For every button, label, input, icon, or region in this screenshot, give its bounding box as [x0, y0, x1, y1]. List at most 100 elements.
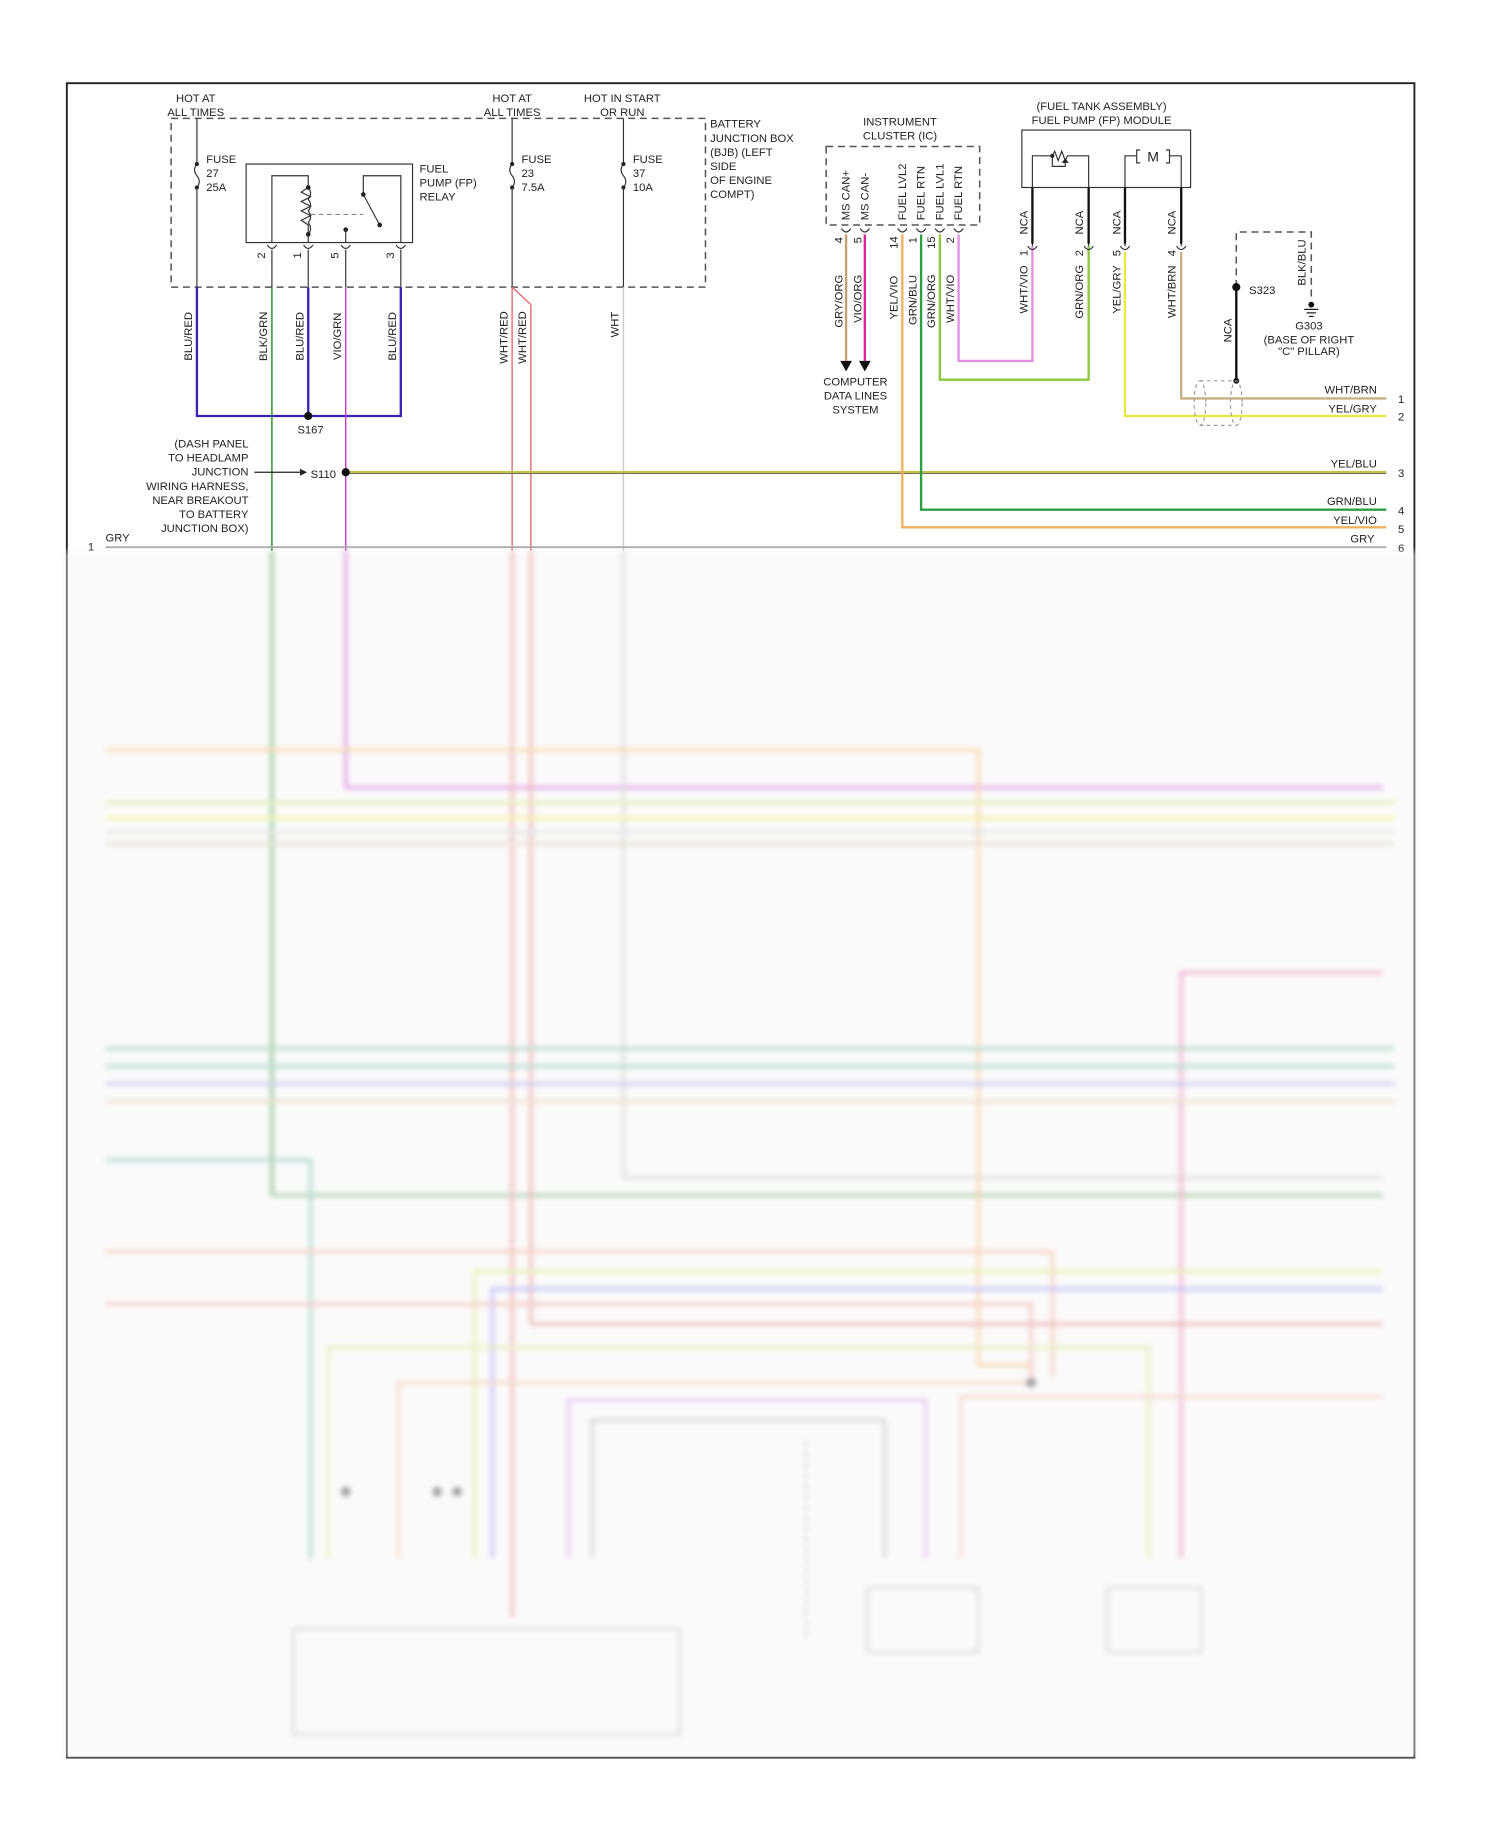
power-labels: HOT AT ALL TIMES HOT AT ALL TIMES HOT IN…: [167, 93, 660, 119]
obscured-lower-diagram: [63, 550, 1418, 1758]
module-wires: WHT/VIO GRN/ORG YEL/GRY WHT/BRN: [1019, 251, 1387, 418]
svg-text:MS CAN-: MS CAN-: [859, 173, 871, 221]
bjb-label-line: SIDE: [710, 161, 737, 173]
motor-icon: M: [1147, 149, 1159, 165]
left-wire-labels: BLU/RED BLK/GRN BLU/RED VIO/GRN BLU/RED …: [183, 311, 622, 363]
wire-label: BLK/BLU: [1296, 239, 1308, 285]
svg-text:NEAR BREAKOUT: NEAR BREAKOUT: [152, 495, 248, 507]
fuse-27: FUSE 27 25A: [193, 118, 237, 288]
wire-label: GRY/ORG: [834, 275, 846, 328]
splice-label: S110: [311, 469, 336, 481]
cluster-wires: GRY/ORG VIO/ORG YEL/VIO GRN/BLU GRN/ORG …: [823, 234, 1387, 529]
fuse-label: 25A: [206, 182, 226, 194]
connector-pin: 4: [1398, 505, 1404, 517]
wire-label: WHT/BRN: [1324, 385, 1376, 397]
relay-pin-number: 5: [330, 252, 342, 258]
svg-text:TO BATTERY: TO BATTERY: [179, 509, 249, 521]
relay-pin-number: 2: [256, 252, 268, 258]
fuel-pump-module: (FUEL TANK ASSEMBLY) FUEL PUMP (FP) MODU…: [1019, 101, 1192, 256]
hot-label: ALL TIMES: [167, 107, 224, 119]
svg-text:5: 5: [1111, 250, 1123, 256]
bjb-label: BATTERY JUNCTION BOX (BJB) (LEFT SIDE OF…: [710, 119, 794, 201]
svg-text:14: 14: [889, 236, 901, 249]
ground-g303: S323 BLK/BLU G303 (BASE OF RIGHT "C" PIL…: [1193, 231, 1355, 426]
data-lines-label: SYSTEM: [832, 405, 878, 417]
svg-text:NCA: NCA: [1223, 318, 1235, 342]
wire-label: WHT/RED: [498, 311, 510, 363]
svg-text:FUEL LVL1: FUEL LVL1: [934, 163, 946, 220]
relay-label: PUMP (FP): [420, 177, 477, 189]
svg-text:NCA: NCA: [1166, 210, 1178, 234]
connector-pin: 1: [88, 542, 94, 554]
wire-label: GRN/BLU: [907, 275, 919, 325]
svg-text:FUEL RTN: FUEL RTN: [916, 166, 928, 220]
splice-label: S167: [297, 425, 323, 437]
fuel-level-sender-icon: [1051, 149, 1070, 163]
wire-label: WHT: [610, 312, 622, 338]
s110-note: (DASH PANEL TO HEADLAMP JUNCTION WIRING …: [146, 439, 249, 535]
fuse-label: FUSE: [206, 154, 236, 166]
wire-label: YEL/BLU: [1331, 459, 1377, 471]
svg-text:JUNCTION: JUNCTION: [192, 467, 249, 479]
svg-text:1: 1: [1019, 250, 1031, 256]
wire-label: YEL/GRY: [1328, 403, 1377, 415]
wire-label: YEL/VIO: [1333, 515, 1377, 527]
splice-s110: [341, 468, 350, 477]
wire-label: BLU/RED: [387, 312, 399, 361]
svg-text:JUNCTION BOX): JUNCTION BOX): [161, 523, 249, 535]
bjb-label-line: BATTERY: [710, 119, 761, 131]
wire-label: WHT/RED: [517, 311, 529, 363]
bjb-label-line: JUNCTION BOX: [710, 133, 794, 145]
wire-label: VIO/ORG: [852, 275, 864, 323]
ground-icon: [1304, 301, 1319, 317]
svg-text:NCA: NCA: [1019, 210, 1031, 234]
fuse-label: FUSE: [633, 154, 663, 166]
wire-label: YEL/VIO: [889, 276, 901, 320]
svg-text:4: 4: [1166, 250, 1178, 256]
instrument-cluster: INSTRUMENT CLUSTER (IC) MS CAN+ MS CAN- …: [825, 116, 981, 249]
shield-icon: [1193, 380, 1243, 426]
svg-text:FUEL RTN: FUEL RTN: [953, 166, 965, 220]
bjb-label-line: COMPT): [710, 189, 755, 201]
fuse-37: FUSE 37 10A: [620, 118, 663, 288]
svg-text:"C" PILLAR): "C" PILLAR): [1278, 346, 1340, 358]
fuse-label: FUSE: [522, 154, 552, 166]
bjb-label-line: (BJB) (LEFT: [710, 147, 773, 159]
relay-pin-number: 3: [385, 252, 397, 258]
wire-label: YEL/GRY: [1111, 265, 1123, 314]
hot-label: OR RUN: [600, 107, 644, 119]
svg-text:(FUEL TANK ASSEMBLY): (FUEL TANK ASSEMBLY): [1037, 101, 1167, 113]
diagram-frame: [65, 82, 1416, 1759]
wire-label: GRY: [1350, 534, 1375, 546]
svg-text:WIRING HARNESS,: WIRING HARNESS,: [146, 481, 248, 493]
fuse-label: 10A: [633, 182, 653, 194]
svg-text:15: 15: [926, 236, 938, 249]
wire-label: WHT/VIO: [1019, 265, 1031, 313]
connector-pin: 5: [1398, 524, 1404, 536]
wire-label: GRY: [106, 532, 131, 544]
svg-text:(BASE OF RIGHT: (BASE OF RIGHT: [1264, 334, 1355, 346]
svg-text:4: 4: [834, 237, 846, 243]
svg-text:(DASH PANEL: (DASH PANEL: [174, 439, 248, 451]
svg-text:NCA: NCA: [1111, 210, 1123, 234]
connector-pin: 3: [1398, 468, 1404, 480]
svg-text:INSTRUMENT: INSTRUMENT: [863, 116, 937, 128]
hot-label: HOT AT: [176, 93, 216, 105]
wire-label: WHT/BRN: [1166, 266, 1178, 318]
wire-label: BLU/RED: [295, 312, 307, 361]
data-lines-label: DATA LINES: [824, 391, 887, 403]
fuse-label: 7.5A: [522, 182, 546, 194]
fuel-pump-relay: FUEL PUMP (FP) RELAY 2 1 5 3: [245, 163, 477, 259]
svg-text:TO HEADLAMP: TO HEADLAMP: [168, 453, 248, 465]
wire-label: GRN/ORG: [1074, 265, 1086, 319]
bjb-label-line: OF ENGINE: [710, 175, 772, 187]
svg-text:2: 2: [1074, 250, 1086, 256]
splice-s167: [304, 411, 313, 421]
svg-text:G303: G303: [1295, 320, 1322, 332]
svg-text:NCA: NCA: [1074, 210, 1086, 234]
wire-label: WHT/VIO: [945, 275, 957, 323]
connector-pin: 6: [1398, 543, 1404, 555]
connector-pin: 2: [1398, 412, 1404, 424]
svg-text:FUEL PUMP (FP) MODULE: FUEL PUMP (FP) MODULE: [1032, 115, 1172, 127]
